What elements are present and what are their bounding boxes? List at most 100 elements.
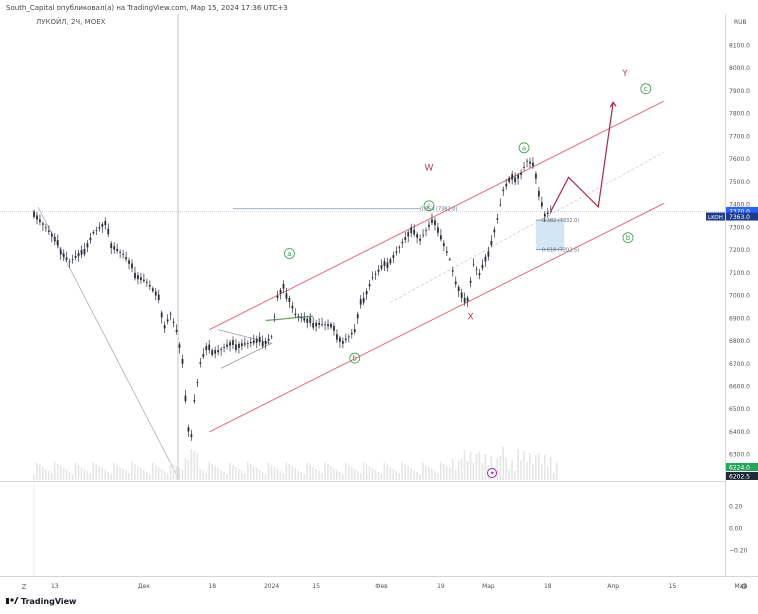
candle-body [339, 337, 341, 342]
time-tick: Май [734, 583, 747, 590]
volume-bar [481, 463, 484, 480]
candle-body [59, 249, 62, 255]
candle-body [134, 272, 136, 279]
price-tick: 7500.0 [729, 179, 750, 186]
time-axis-scale[interactable]: 13 Дек 18 2024 15 Фев 19 Мар 18 Апр 15 Май Z ⚙ [0, 577, 758, 593]
wave-circle-c: c [640, 83, 652, 95]
volume-bar [122, 469, 124, 480]
candle-body [178, 344, 181, 348]
volume-bar [285, 462, 288, 480]
volume-bar [514, 471, 516, 480]
volume-bar [137, 466, 139, 480]
volume-bar [434, 471, 436, 480]
indicator-chart[interactable] [0, 482, 725, 577]
candle-body [241, 343, 243, 347]
candle-body [543, 213, 546, 217]
price-tick: 7600.0 [729, 156, 750, 163]
candle-body [341, 341, 344, 344]
volume-bar [428, 467, 430, 480]
candle-body [261, 341, 264, 347]
volume-bar [538, 453, 540, 480]
main-chart-pane[interactable]: ЛУКОЙЛ, 2Ч, MOEX 0.854 (7382.0) 0.382 (733… [0, 14, 725, 480]
volume-bar [371, 468, 374, 480]
indicator-pane[interactable] [0, 481, 725, 577]
volume-bar [252, 466, 255, 480]
candle-body [398, 247, 401, 249]
candle-body [451, 270, 454, 272]
lightning-event-icon[interactable] [487, 468, 497, 478]
volume-bar [339, 472, 341, 480]
price-tick: 6600.0 [729, 383, 750, 390]
candle-body [306, 318, 309, 323]
tradingview-logo-icon[interactable] [6, 597, 19, 604]
candle-body [39, 219, 41, 223]
publisher-bar: South_Capital опубликовал(а) на TradingV… [0, 0, 758, 14]
candle-body [416, 234, 419, 238]
volume-bar [95, 464, 98, 480]
price-axis-scale[interactable]: RUB 8100.0 8000.0 7900.0 7800.0 7700.0 7600.0 7… [726, 14, 758, 576]
indicator-tick: −0.20 [729, 548, 748, 555]
volume-bar [42, 467, 44, 480]
candle-body [487, 251, 490, 257]
projection-path[interactable] [550, 102, 614, 212]
volume-bar [431, 469, 433, 480]
symbol-label: ЛУКОЙЛ, 2Ч, MOEX [36, 17, 106, 26]
candle-body [258, 336, 261, 343]
ticker-badge[interactable]: LKOH [706, 212, 725, 221]
volume-bar [389, 467, 392, 480]
channel-lower-line[interactable] [209, 203, 664, 433]
volume-bar [318, 471, 320, 480]
price-candles[interactable] [33, 157, 552, 441]
candle-body [142, 279, 145, 282]
price-tick: 7900.0 [729, 88, 750, 95]
volume-bar [333, 468, 335, 480]
candle-body [208, 344, 211, 351]
price-chart[interactable]: ЛУКОЙЛ, 2Ч, MOEX 0.854 (7382.0) 0.382 (733… [0, 14, 725, 480]
volume-bar [300, 472, 302, 480]
candle-body [235, 344, 237, 350]
gear-icon[interactable]: ⚙ [740, 582, 747, 591]
time-axis[interactable]: 13 Дек 18 2024 15 Фев 19 Мар 18 Апр 15 Май Z ⚙ [0, 576, 758, 593]
price-tick: 7200.0 [729, 247, 750, 254]
volume-bar [529, 453, 531, 480]
price-axis[interactable]: RUB 8100.0 8000.0 7900.0 7800.0 7700.0 7600.0 7… [725, 14, 758, 576]
candle-body [454, 281, 457, 285]
volume-bar [341, 474, 344, 480]
candle-body [160, 312, 163, 318]
candle-body [110, 243, 113, 249]
wave-circle-text: a [522, 144, 526, 152]
volume-bar [223, 472, 225, 480]
wave-label-x: X [468, 312, 474, 322]
candle-body [62, 253, 65, 257]
volume-bar [344, 463, 347, 480]
price-tick: 6700.0 [729, 361, 750, 368]
volume-bar [241, 471, 243, 480]
volume-bar [184, 458, 187, 480]
candle-body [520, 172, 522, 175]
candle-body [107, 228, 110, 235]
candle-body [395, 251, 398, 253]
volume-bar [187, 460, 190, 480]
candle-body [68, 261, 71, 263]
volume-bar [347, 465, 350, 480]
volume-bar [425, 465, 427, 480]
candle-body [249, 341, 252, 344]
volume-bar [238, 469, 240, 480]
volume-bar [475, 454, 478, 480]
candle-body [95, 230, 98, 232]
volume-bar [160, 469, 163, 480]
volume-bar [374, 470, 377, 480]
volume-bar [86, 471, 89, 480]
wave-label-w: W [425, 164, 434, 174]
channel-middle-line[interactable] [390, 151, 664, 303]
volume-bar [555, 462, 558, 480]
volume-bar [47, 471, 50, 480]
time-tick: 18 [544, 583, 552, 590]
z-button[interactable]: Z [22, 583, 27, 591]
candle-body [300, 316, 303, 319]
channel-upper-line[interactable] [209, 100, 664, 331]
fib-zone[interactable] [535, 220, 565, 250]
candle-body [389, 259, 392, 264]
candle-body [137, 275, 139, 280]
candle-body [226, 344, 228, 347]
